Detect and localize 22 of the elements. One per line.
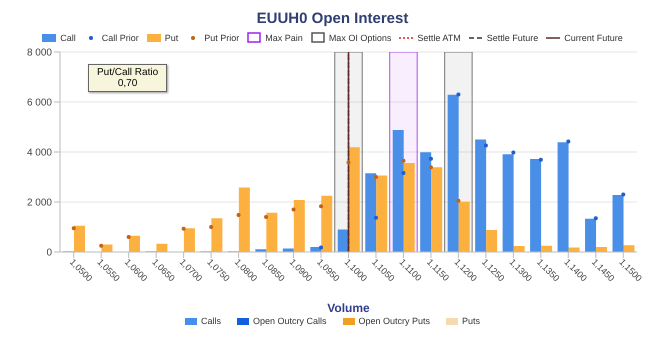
- annotation: 0,70: [116, 78, 138, 89]
- legend-label: Put Prior: [203, 32, 240, 44]
- legend-label: Current Future: [563, 32, 623, 44]
- y-tick-label: 4 000: [26, 148, 52, 159]
- legend-label: Max OI Options: [328, 32, 392, 44]
- y-tick-label: 0: [46, 248, 52, 259]
- y-tick-label: 6 000: [26, 98, 52, 109]
- y-tick-label: 8 000: [26, 48, 52, 59]
- x-axis-title: Volume: [327, 301, 370, 315]
- text: Puts: [461, 316, 480, 326]
- legend-label: Max Pain: [264, 32, 303, 44]
- legend-label: Call Prior: [100, 32, 139, 44]
- text: Calls: [200, 316, 221, 326]
- text: Open Outcry Calls: [252, 316, 326, 326]
- legend-label: Settle Future: [486, 32, 538, 44]
- text: Open Outcry Puts: [358, 316, 430, 326]
- annotation: Put/Call Ratio: [97, 67, 158, 78]
- chart-title: EUUH0 Open Interest: [256, 9, 410, 29]
- legend-label: Put: [164, 32, 178, 44]
- legend-label: Call: [59, 32, 76, 44]
- y-tick-label: 2 000: [26, 198, 52, 209]
- legend-label: Settle ATM: [416, 32, 461, 44]
